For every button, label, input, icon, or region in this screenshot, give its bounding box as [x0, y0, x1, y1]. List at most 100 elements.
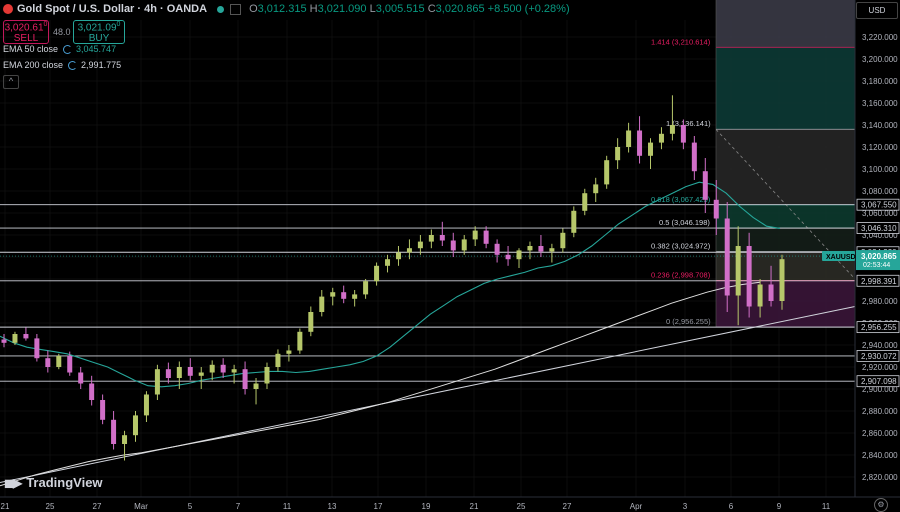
close-value: 3,020.865 [435, 3, 485, 15]
price-tick-label: 3,200.000 [862, 55, 898, 64]
candle-body [713, 199, 719, 219]
time-tick-label: 5 [188, 502, 193, 511]
ema200-line [0, 281, 761, 487]
time-tick-label: 13 [328, 502, 337, 511]
market-status-icon [217, 5, 225, 13]
level-price-tag [856, 321, 900, 334]
sync-icon [63, 44, 73, 54]
time-axis[interactable]: 21 25 27 Mar 5 7 11 13 17 19 21 25 27 Apr 3 6 9 11 [1, 502, 831, 511]
candle-body [154, 369, 160, 395]
candle-body [680, 125, 686, 143]
sell-price: 3,020.61 [4, 22, 44, 34]
candle-body [23, 334, 29, 339]
candle-body [165, 369, 171, 378]
time-tick-label: 3 [683, 502, 688, 511]
price-tick-label: 2,860.000 [862, 429, 898, 438]
sell-label: SELL [13, 32, 39, 44]
fib-label: 1 (3,136.141) [666, 119, 711, 128]
level-price-tag [856, 198, 900, 211]
currency-button[interactable]: USD [856, 2, 898, 19]
candle-body [67, 356, 73, 373]
fib-label: 0.5 (3,046.198) [659, 218, 710, 227]
candle-body [461, 239, 467, 251]
ema50-legend[interactable]: EMA 50 close 3,045.747 [3, 44, 117, 54]
candle-countdown: 02:53:44 [863, 262, 890, 269]
candle-body [494, 243, 500, 255]
candle-body [132, 415, 138, 436]
time-tick-label: 7 [236, 502, 241, 511]
time-tick-label: Apr [630, 502, 643, 511]
price-tick-label: 2,920.000 [862, 363, 898, 372]
price-tick-label: 2,840.000 [862, 451, 898, 460]
time-tick-label: 19 [422, 502, 431, 511]
symbol-tag-label: XAUUSD [826, 254, 856, 261]
candle-body [78, 372, 84, 384]
candle-body [395, 252, 401, 260]
candle-body [297, 331, 303, 351]
candles [1, 95, 785, 461]
settings-icon[interactable]: ⚙ [874, 498, 888, 512]
fib-zone-05-0618 [716, 204, 855, 229]
sync-icon [68, 60, 78, 70]
candle-body [615, 147, 621, 161]
price-tick-label: 3,040.000 [862, 231, 898, 240]
candle-body [176, 367, 182, 378]
candle-body [691, 142, 697, 172]
candle-body [483, 230, 489, 244]
candle-body [768, 284, 774, 301]
fib-label: 0.382 (3,024.972) [651, 242, 711, 251]
collapse-legend-button[interactable]: ^ [3, 75, 19, 89]
fib-label: 1.414 (3,210.614) [651, 37, 711, 46]
candle-body [658, 133, 664, 143]
gold-symbol-icon [3, 4, 13, 14]
price-tick-label: 2,880.000 [862, 407, 898, 416]
candle-body [231, 369, 237, 373]
candle-body [626, 130, 632, 147]
candle-body [439, 235, 445, 241]
candle-body [669, 125, 675, 134]
current-price-tag [856, 250, 900, 271]
symbol-tag [822, 251, 855, 262]
candle-body [560, 232, 566, 249]
fib-label: 0.236 (2,998.708) [651, 270, 711, 279]
candle-body [352, 294, 358, 299]
level-price-tag [856, 274, 900, 287]
level-price-label: 2,998.391 [861, 277, 897, 286]
fib-zone-0382-05 [716, 228, 855, 252]
time-tick-label: 11 [283, 502, 292, 511]
time-tick-label: Mar [134, 502, 148, 511]
tradingview-logo-icon: ◼▶ [4, 475, 22, 490]
grid [0, 20, 855, 497]
candle-body [1, 339, 7, 343]
time-tick-label: 27 [93, 502, 102, 511]
candle-body [209, 364, 215, 373]
candle-body [122, 435, 128, 444]
chart-header: Gold Spot / U.S. Dollar · 4h · OANDA O3,… [0, 0, 570, 18]
candle-body [735, 246, 741, 296]
fib-label: 0 (2,956.255) [666, 317, 711, 326]
candle-body [505, 254, 511, 260]
candle-body [527, 246, 533, 251]
candle-body [417, 241, 423, 249]
candle-body [746, 246, 752, 307]
price-tick-label: 2,980.000 [862, 297, 898, 306]
buy-label: BUY [88, 32, 110, 44]
candle-body [593, 184, 599, 194]
ema200-legend[interactable]: EMA 200 close 2,991.775 [3, 60, 122, 70]
sell-button[interactable]: 3,020.610 SELL [3, 20, 49, 44]
level-price-label: 3,046.310 [861, 224, 897, 233]
candle-body [385, 259, 391, 266]
price-tick-label: 3,120.000 [862, 143, 898, 152]
flag-icon[interactable] [230, 3, 242, 15]
symbol-title[interactable]: Gold Spot / U.S. Dollar · 4h · OANDA [17, 3, 208, 15]
time-tick-label: 27 [563, 502, 572, 511]
candle-body [374, 265, 380, 282]
time-tick-label: 9 [777, 502, 782, 511]
buy-price: 3,021.09 [77, 22, 117, 34]
candle-body [516, 250, 522, 260]
buy-button[interactable]: 3,021.090 BUY [73, 20, 125, 44]
candle-body [604, 160, 610, 185]
ema50-line [0, 181, 781, 388]
price-tick-label: 3,060.000 [862, 209, 898, 218]
